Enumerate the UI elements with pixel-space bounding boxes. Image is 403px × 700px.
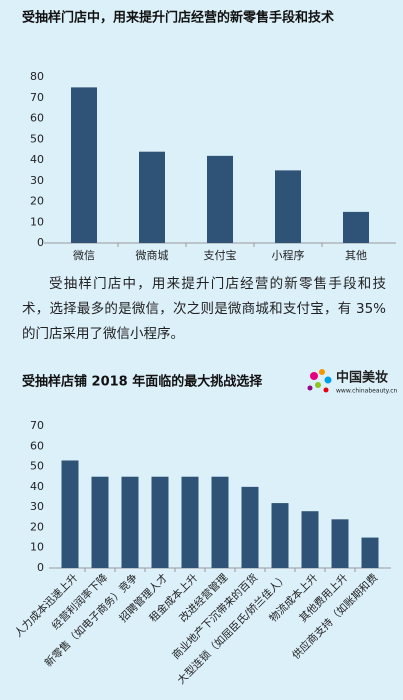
- y-tick-label: 30: [30, 174, 44, 187]
- bar: [91, 476, 109, 568]
- y-tick-label: 20: [30, 195, 44, 208]
- y-tick-label: 60: [30, 112, 44, 125]
- y-tick-label: 10: [30, 541, 44, 554]
- y-tick-label: 30: [30, 500, 44, 513]
- y-tick-label: 80: [30, 70, 44, 83]
- x-tick-label: 微信: [73, 248, 95, 262]
- y-tick-label: 50: [30, 460, 44, 473]
- bar: [151, 476, 169, 568]
- y-tick-label: 70: [30, 419, 44, 432]
- x-tick-label: 微商城: [136, 248, 169, 262]
- bar: [71, 87, 97, 243]
- x-tick-label: 支付宝: [204, 248, 237, 262]
- y-tick-label: 60: [30, 439, 44, 452]
- y-tick-label: 0: [37, 236, 44, 249]
- x-tick-label: 小程序: [272, 248, 305, 262]
- bar: [241, 486, 259, 568]
- bar: [331, 519, 349, 568]
- paragraph: 受抽样门店中，用来提升门店经营的新零售手段和技术，选择最多的是微信，次之则是微商…: [22, 276, 386, 342]
- bar: [207, 155, 233, 243]
- bar: [211, 476, 229, 568]
- bar: [301, 511, 319, 568]
- bar: [271, 503, 289, 568]
- bar: [181, 476, 199, 568]
- bar: [275, 170, 301, 243]
- bar: [139, 151, 165, 243]
- bar: [343, 211, 369, 243]
- y-tick-label: 40: [30, 480, 44, 493]
- chart-title: 受抽样店铺 2018 年面临的最大挑战选择: [22, 374, 263, 390]
- x-tick-label: 其他: [345, 249, 367, 262]
- y-tick-label: 70: [30, 91, 44, 104]
- logo-icon: [307, 369, 332, 393]
- bar: [61, 460, 79, 568]
- logo-name: 中国美妆: [336, 370, 388, 386]
- y-tick-label: 0: [37, 561, 44, 574]
- bar: [121, 476, 139, 568]
- y-tick-label: 20: [30, 520, 44, 533]
- chart-title: 受抽样门店中，用来提升门店经营的新零售手段和技术: [22, 10, 334, 26]
- y-tick-label: 50: [30, 132, 44, 145]
- y-tick-label: 40: [30, 153, 44, 166]
- bar: [361, 537, 379, 568]
- y-tick-label: 10: [30, 215, 44, 228]
- logo-url: www.chinabeauty.cn: [336, 388, 398, 395]
